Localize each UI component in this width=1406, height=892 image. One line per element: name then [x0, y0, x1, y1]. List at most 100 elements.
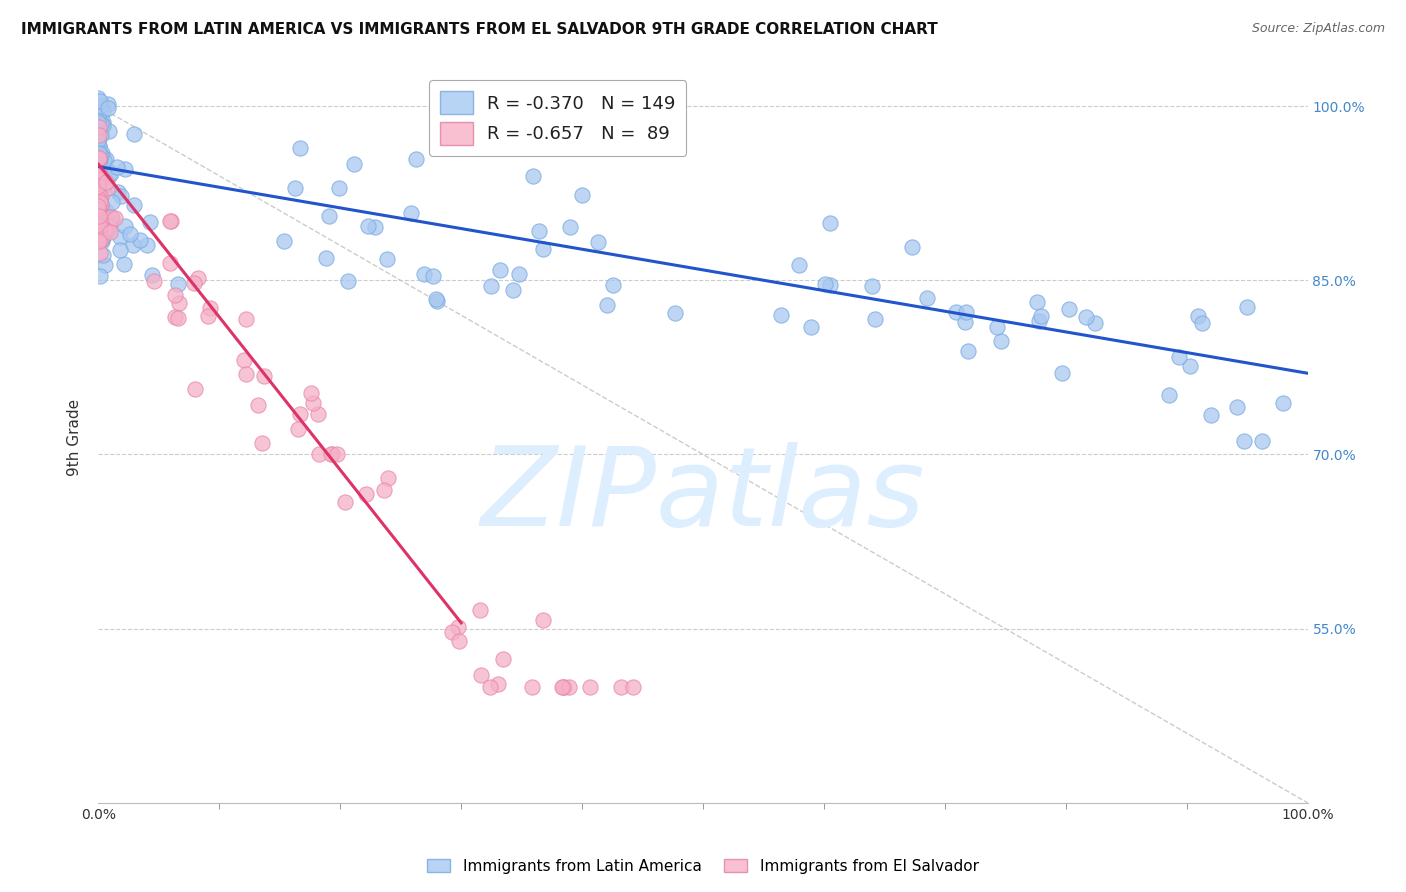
- Point: [492, 651, 515, 665]
- Point: [307, 407, 329, 421]
- Point: [1168, 350, 1191, 364]
- Point: [557, 680, 579, 694]
- Point: [1057, 302, 1080, 317]
- Point: [299, 386, 322, 401]
- Point: [405, 152, 427, 166]
- Point: [89, 226, 111, 240]
- Point: [1251, 434, 1274, 449]
- Point: [1025, 295, 1047, 310]
- Point: [1236, 301, 1258, 315]
- Point: [91, 219, 114, 233]
- Point: [664, 306, 686, 320]
- Point: [122, 198, 145, 212]
- Point: [288, 408, 311, 422]
- Point: [571, 188, 593, 202]
- Point: [87, 191, 110, 205]
- Point: [108, 230, 131, 244]
- Point: [87, 192, 110, 206]
- Point: [287, 422, 309, 436]
- Point: [87, 209, 110, 223]
- Point: [87, 128, 110, 142]
- Point: [621, 680, 644, 694]
- Point: [90, 117, 112, 131]
- Point: [553, 680, 575, 694]
- Point: [479, 279, 502, 293]
- Point: [520, 680, 543, 694]
- Point: [863, 312, 886, 326]
- Point: [354, 487, 377, 501]
- Point: [308, 448, 330, 462]
- Point: [160, 213, 183, 227]
- Point: [96, 203, 118, 218]
- Point: [87, 126, 110, 140]
- Point: [91, 230, 114, 244]
- Point: [1076, 310, 1098, 325]
- Point: [93, 172, 115, 186]
- Point: [104, 211, 127, 226]
- Point: [159, 214, 181, 228]
- Point: [336, 275, 359, 289]
- Point: [87, 133, 110, 147]
- Point: [527, 224, 550, 238]
- Point: [787, 258, 810, 272]
- Point: [89, 195, 111, 210]
- Point: [89, 246, 111, 260]
- Point: [602, 277, 624, 292]
- Point: [1272, 396, 1295, 410]
- Point: [818, 278, 841, 293]
- Point: [93, 172, 115, 186]
- Point: [90, 148, 112, 162]
- Point: [1084, 316, 1107, 330]
- Point: [120, 227, 142, 241]
- Point: [159, 256, 181, 270]
- Point: [183, 276, 205, 290]
- Point: [89, 187, 111, 202]
- Point: [89, 139, 111, 153]
- Point: [110, 243, 132, 257]
- Point: [89, 166, 111, 180]
- Point: [468, 602, 491, 616]
- Point: [89, 189, 111, 203]
- Point: [89, 268, 111, 283]
- Point: [100, 194, 122, 209]
- Point: [90, 232, 112, 246]
- Point: [1199, 409, 1222, 423]
- Point: [553, 680, 575, 694]
- Point: [128, 233, 150, 247]
- Point: [90, 210, 112, 224]
- Point: [87, 155, 110, 169]
- Point: [558, 219, 581, 234]
- Text: ZIPatlas: ZIPatlas: [481, 442, 925, 549]
- Point: [87, 164, 110, 178]
- Point: [273, 234, 295, 248]
- Point: [90, 189, 112, 203]
- Point: [87, 225, 110, 239]
- Point: [197, 309, 219, 323]
- Point: [107, 185, 129, 199]
- Point: [87, 218, 110, 232]
- Point: [425, 292, 447, 306]
- Y-axis label: 9th Grade: 9th Grade: [67, 399, 83, 475]
- Point: [90, 235, 112, 249]
- Point: [89, 152, 111, 166]
- Point: [94, 152, 117, 166]
- Point: [1226, 400, 1249, 414]
- Point: [91, 115, 114, 129]
- Point: [114, 161, 136, 176]
- Point: [328, 181, 350, 195]
- Point: [90, 99, 112, 113]
- Point: [167, 296, 190, 310]
- Point: [166, 277, 188, 292]
- Point: [98, 218, 121, 232]
- Point: [91, 145, 114, 160]
- Point: [800, 319, 823, 334]
- Point: [89, 151, 111, 165]
- Point: [87, 167, 110, 181]
- Point: [98, 169, 121, 183]
- Point: [87, 120, 110, 134]
- Point: [364, 219, 387, 234]
- Point: [87, 195, 110, 210]
- Point: [87, 221, 110, 235]
- Point: [90, 189, 112, 203]
- Point: [87, 146, 110, 161]
